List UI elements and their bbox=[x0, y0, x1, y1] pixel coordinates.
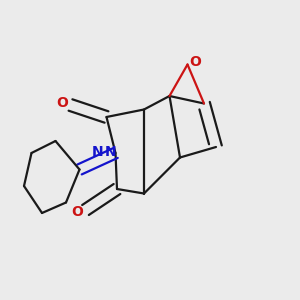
Text: N: N bbox=[104, 145, 116, 159]
Text: O: O bbox=[56, 96, 68, 110]
Text: N: N bbox=[92, 145, 103, 159]
Text: O: O bbox=[189, 55, 201, 68]
Text: O: O bbox=[71, 206, 83, 219]
